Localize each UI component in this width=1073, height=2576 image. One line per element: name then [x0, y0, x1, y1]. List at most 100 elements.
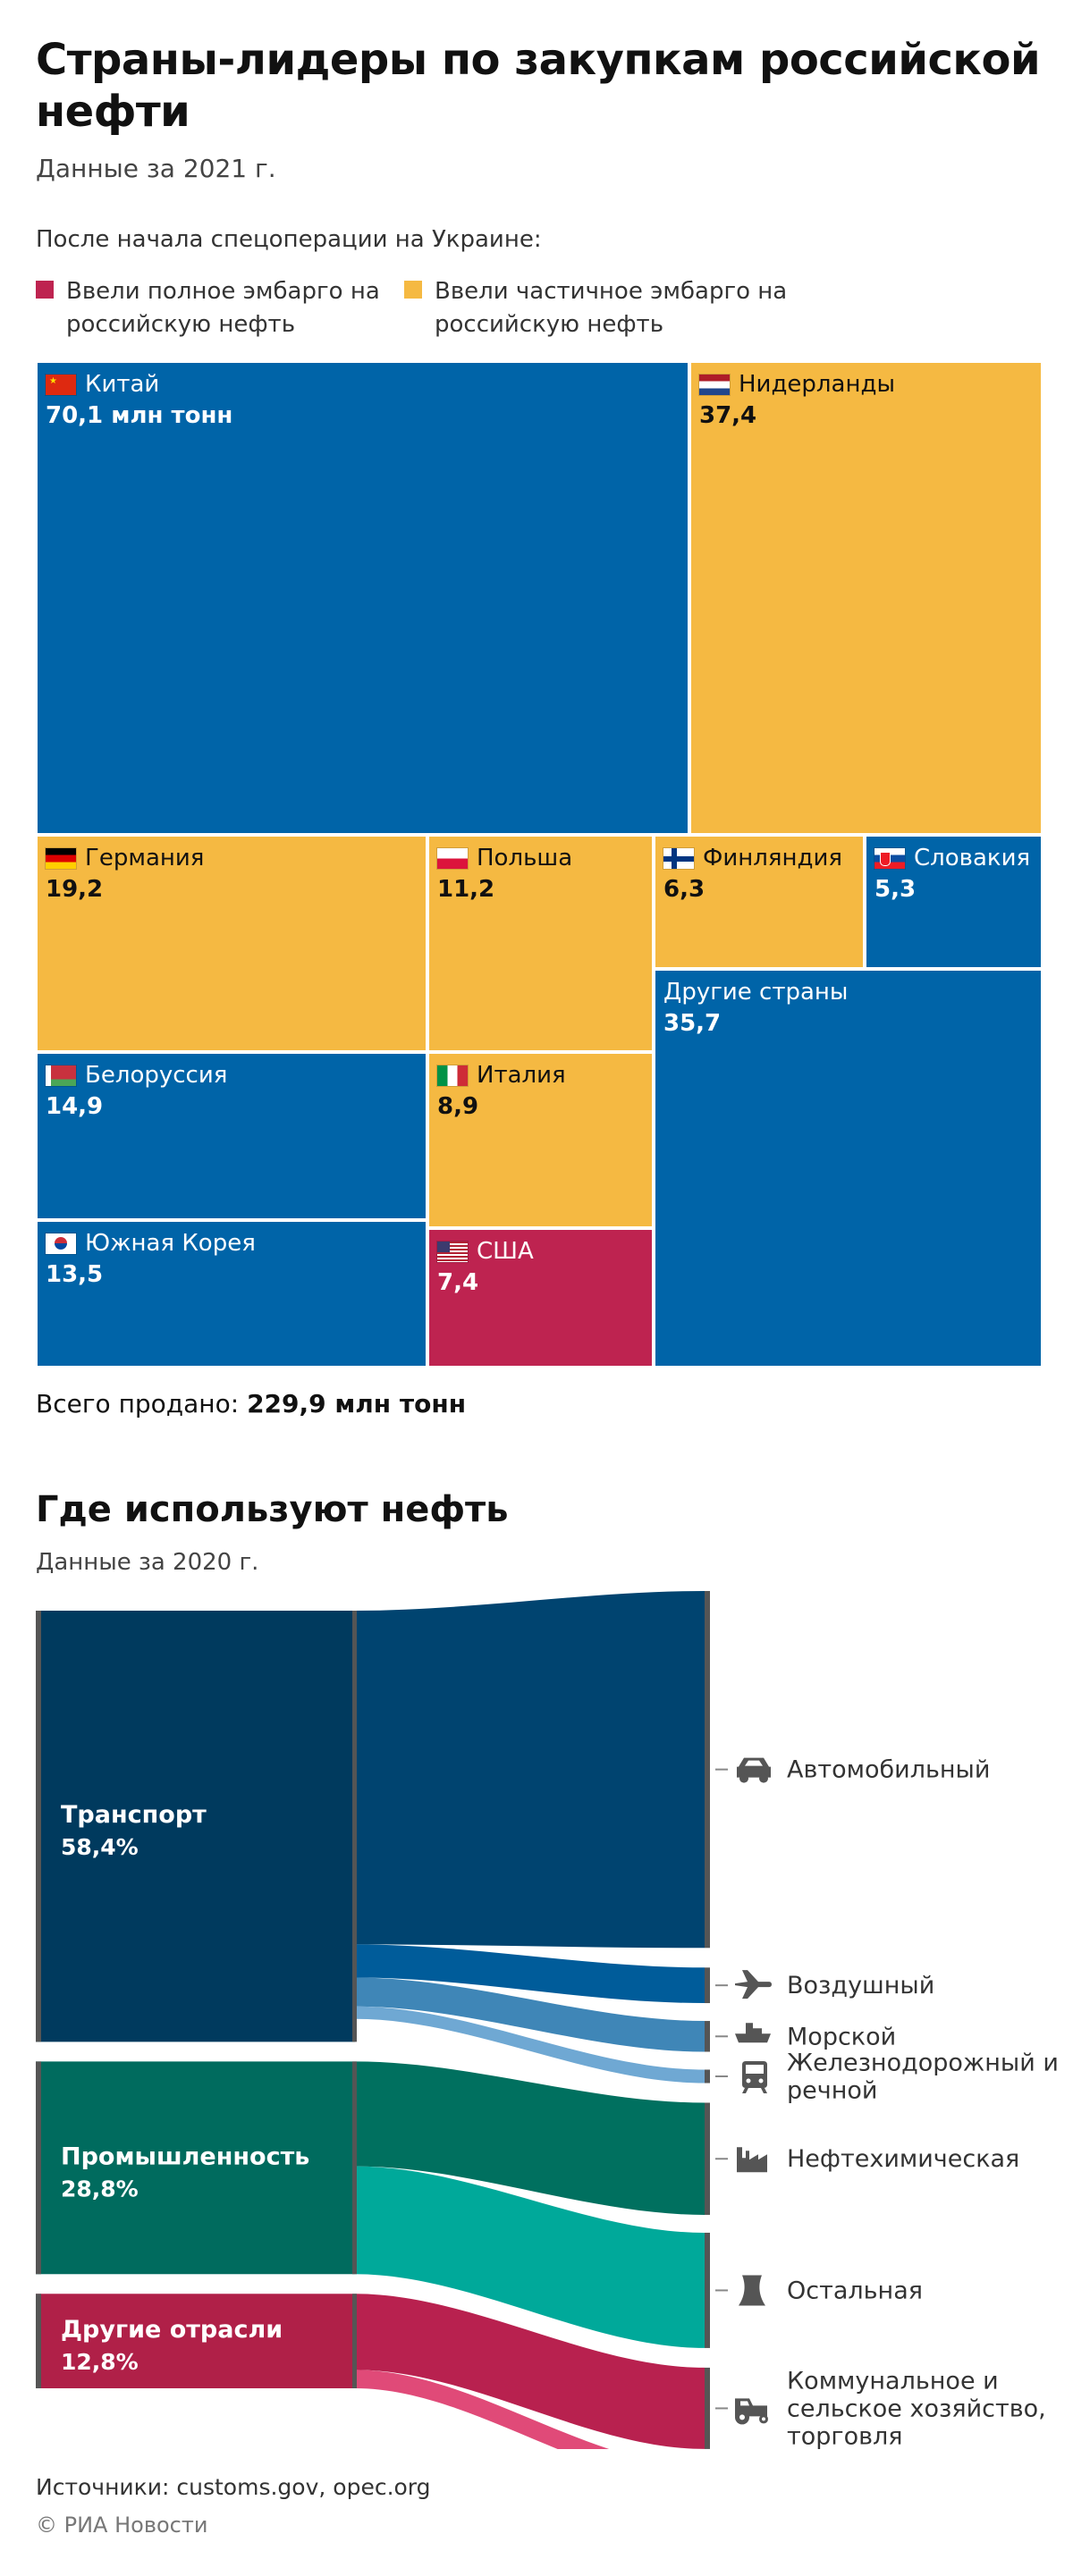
treemap-value-finland: 6,3	[663, 876, 705, 903]
treemap-label-belarus: Белоруссия	[85, 1062, 228, 1089]
legend-label-partial: Ввели частичное эмбарго на российскую не…	[435, 278, 788, 338]
sankey-target-label-морской: Морской	[787, 2023, 896, 2050]
treemap-total-value: 229,9 млн тонн	[247, 1389, 467, 1418]
tractor-icon	[735, 2398, 768, 2425]
treemap-tile-other-countries: Другие страны 35,7	[654, 969, 1043, 1368]
sankey-flow-остальная	[355, 2166, 705, 2348]
treemap-tile-poland: Польша 11,2	[427, 835, 654, 1052]
treemap-tile-belarus: Белоруссия 14,9	[36, 1052, 427, 1220]
sankey-source-другие-отрасли	[36, 2294, 355, 2388]
sankey-target-label-остальная: Остальная	[787, 2277, 923, 2304]
sankey-sources: Транспорт 58,4% Промышленность 28,8% Другие …	[36, 1611, 357, 2388]
copyright: © РИА Новости	[36, 2513, 208, 2538]
treemap-tile-finland: Финляндия 6,3	[654, 835, 865, 969]
treemap-label-usa: США	[477, 1238, 534, 1265]
sankey-flow-нефтехимическая	[355, 2061, 705, 2215]
treemap-value-netherlands: 37,4	[699, 402, 757, 429]
poland-flag-icon	[437, 847, 468, 869]
treemap-tile-china: ★ Китай 70,1 млн тонн	[36, 361, 689, 835]
sankey-source-label-другие-отрасли: Другие отрасли	[61, 2316, 283, 2344]
legend-swatch-partial	[404, 281, 422, 299]
page-subtitle: Данные за 2021 г.	[36, 154, 276, 183]
treemap-tile-germany: Германия 19,2	[36, 835, 427, 1052]
plant-icon	[739, 2275, 765, 2306]
china-flag-icon: ★	[46, 374, 76, 395]
sankey-target-label-нефтехимическая: Нефтехимическая	[787, 2145, 1019, 2173]
south-korea-flag-icon	[46, 1233, 76, 1254]
section-subtitle-oil-usage: Данные за 2020 г.	[36, 1549, 259, 1576]
sankey-flow-морской	[355, 1977, 705, 2052]
sankey-flow-автомобильный	[355, 1591, 705, 1949]
sankey-source-bar	[36, 2294, 41, 2388]
sankey-target-label-воздушный: Воздушный	[787, 1972, 934, 1999]
sankey-flow-коммунальное-и-сельское-хозяйство-торговля	[355, 2294, 705, 2449]
treemap-label-finland: Финляндия	[703, 845, 843, 871]
treemap-total: Всего продано: 229,9 млн тонн	[36, 1389, 466, 1418]
sankey-flow-воздушный	[355, 1944, 705, 2004]
treemap-tile-italy: Италия 8,9	[427, 1052, 654, 1228]
treemap-label-other-countries: Другие страны	[663, 979, 849, 1006]
sankey-target-bar-автомобильный	[705, 1591, 710, 1949]
italy-flag-icon	[437, 1065, 468, 1086]
treemap-total-label: Всего продано:	[36, 1389, 240, 1418]
treemap-value-germany: 19,2	[46, 876, 104, 903]
train-icon	[742, 2061, 767, 2094]
treemap-label-south-korea: Южная Корея	[85, 1230, 256, 1257]
treemap-label-slovakia: Словакия	[914, 845, 1031, 871]
legend-title: После начала спецоперации на Украине:	[36, 226, 542, 253]
germany-flag-icon	[46, 847, 76, 869]
treemap-label-poland: Польша	[477, 845, 573, 871]
sankey-target-bar-коммунальное-и-сельское-хозяйство-торговля	[705, 2367, 710, 2449]
airplane-icon	[735, 1970, 772, 1999]
sankey-source-edge	[352, 2061, 357, 2275]
sankey-target-bar-морской	[705, 2021, 710, 2052]
sankey-target-label-коммунальное-и-сельское-хозяйство-торговля: Коммунальное и сельское хозяйство, торговл…	[787, 2367, 1046, 2449]
sankey-flow-электроэнергетика	[355, 2370, 610, 2449]
treemap-value-other-countries: 35,7	[663, 1010, 722, 1037]
sankey-targets: Автомобильный Воздушный МорскойЖелезнодоро…	[705, 1591, 1059, 2449]
sankey-source-pct-промышленность: 28,8%	[61, 2176, 139, 2201]
legend-label-full: Ввели полное эмбарго на российскую нефть	[66, 278, 380, 338]
sankey-flow-железнодорожный-и-речной	[355, 2006, 705, 2084]
sankey-source-label-транспорт: Транспорт	[61, 1801, 207, 1829]
sankey-source-edge	[352, 2294, 357, 2388]
treemap-chart: ★ Китай 70,1 млн тонн Нидерланды 37,4 Ге…	[36, 361, 1043, 1368]
sankey-flows	[355, 1591, 705, 2449]
slovakia-flag-icon	[874, 847, 905, 869]
treemap-tile-south-korea: Южная Корея 13,5	[36, 1220, 427, 1368]
sankey-target-bar-нефтехимическая	[705, 2102, 710, 2215]
finland-flag-icon	[663, 847, 694, 869]
treemap-value-slovakia: 5,3	[874, 876, 917, 903]
sankey-source-транспорт	[36, 1611, 355, 2042]
sankey-source-pct-другие-отрасли: 12,8%	[61, 2349, 139, 2375]
sankey-target-label-железнодорожный-и-речной: Железнодорожный и речной	[787, 2050, 1059, 2105]
treemap-tile-usa: США 7,4	[427, 1228, 654, 1368]
treemap-label-china: Китай	[85, 371, 160, 398]
ship-icon	[735, 2023, 771, 2043]
usa-flag-icon	[437, 1241, 468, 1262]
factory-icon	[737, 2147, 767, 2173]
treemap-value-south-korea: 13,5	[46, 1261, 104, 1288]
treemap-value-china: 70,1 млн тонн	[46, 402, 233, 429]
sources-note: Источники: customs.gov, opec.org	[36, 2474, 431, 2500]
sankey-source-pct-транспорт: 58,4%	[61, 1834, 139, 1860]
sankey-source-bar	[36, 1611, 41, 2042]
sankey-source-промышленность	[36, 2061, 355, 2275]
sankey-target-label-автомобильный: Автомобильный	[787, 1756, 990, 1784]
sankey-icons	[735, 1757, 772, 2425]
sankey-source-label-промышленность: Промышленность	[61, 2142, 309, 2170]
netherlands-flag-icon	[699, 374, 730, 395]
treemap-label-italy: Италия	[477, 1062, 566, 1089]
treemap-value-usa: 7,4	[437, 1269, 479, 1296]
section-title-oil-usage: Где используют нефть	[36, 1489, 509, 1530]
treemap-value-italy: 8,9	[437, 1093, 479, 1120]
page-title: Страны-лидеры по закупкам российской неф…	[36, 35, 1041, 137]
sankey-chart: Транспорт 58,4% Промышленность 28,8% Другие …	[36, 1591, 1059, 2449]
treemap-label-germany: Германия	[85, 845, 205, 871]
legend-swatch-full	[36, 281, 54, 299]
treemap-label-netherlands: Нидерланды	[739, 371, 895, 398]
sankey-source-bar	[36, 2061, 41, 2275]
treemap-tile-slovakia: Словакия 5,3	[865, 835, 1043, 969]
treemap-value-poland: 11,2	[437, 876, 495, 903]
treemap-value-belarus: 14,9	[46, 1093, 104, 1120]
